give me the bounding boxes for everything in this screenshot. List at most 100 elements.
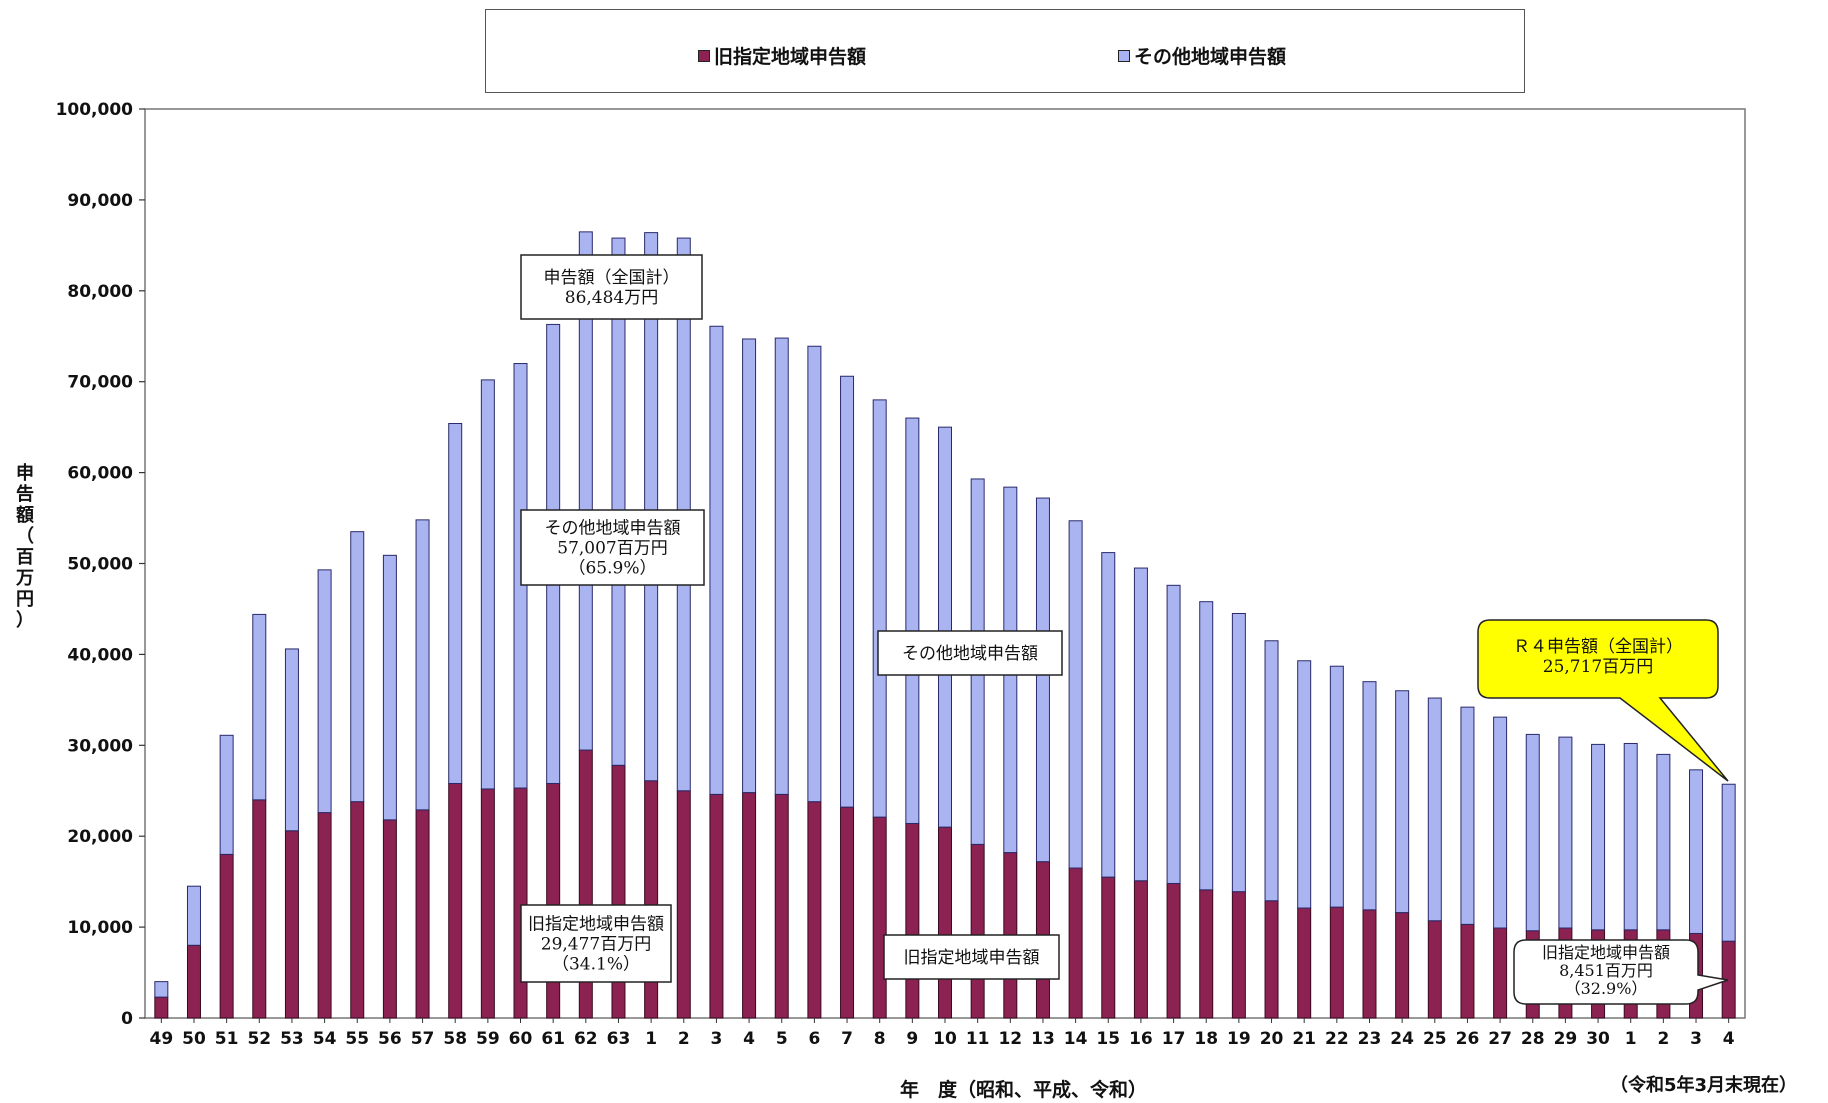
bar-other: [448, 423, 463, 784]
x-tick-label: 57: [411, 1029, 435, 1049]
x-tick-label: 59: [476, 1029, 500, 1049]
bar-other: [1035, 497, 1050, 863]
x-tick-label: 62: [574, 1029, 598, 1049]
x-tick-label: 58: [443, 1029, 467, 1049]
x-tick-label: 9: [906, 1029, 918, 1049]
bar-designated: [284, 830, 299, 1019]
bar-other: [382, 554, 397, 821]
annotation-text: 29,477百万円: [541, 935, 651, 955]
annotation-text: 旧指定地域申告額: [1542, 943, 1670, 962]
bar-designated: [219, 853, 234, 1019]
x-tick-label: 1: [645, 1029, 657, 1049]
y-tick-label: 30,000: [67, 736, 133, 756]
bar-other: [1721, 783, 1736, 942]
bar-other: [1231, 612, 1246, 893]
bar-designated: [807, 801, 822, 1019]
annotation-text: （32.9%）: [1565, 979, 1648, 998]
annotation-text: その他地域申告額: [545, 519, 681, 539]
bar-designated: [1231, 891, 1246, 1019]
bar-other: [480, 379, 495, 790]
y-tick-label: 90,000: [67, 191, 133, 211]
bar-designated: [317, 812, 332, 1019]
x-tick-label: 55: [345, 1029, 369, 1049]
legend-item-designated: 旧指定地域申告額: [698, 42, 866, 69]
x-tick-label: 11: [966, 1029, 990, 1049]
bar-designated: [546, 782, 561, 1019]
x-tick-label: 24: [1390, 1029, 1414, 1049]
x-axis-title: 年 度（昭和、平成、令和）: [900, 1079, 1148, 1101]
x-tick-label: 17: [1162, 1029, 1186, 1049]
bar-other: [709, 325, 724, 795]
x-tick-label: 4: [1723, 1029, 1735, 1049]
bar-other: [1623, 742, 1638, 931]
x-tick-label: 51: [215, 1029, 239, 1049]
bar-other: [1101, 552, 1116, 878]
x-tick-label: 50: [182, 1029, 206, 1049]
annotation-text: 申告額（全国計）: [544, 268, 680, 288]
annotation-text: （34.1%）: [552, 955, 640, 975]
bar-designated: [1329, 906, 1344, 1019]
x-tick-label: 13: [1031, 1029, 1055, 1049]
bar-designated: [1166, 882, 1181, 1019]
x-tick-label: 14: [1064, 1029, 1088, 1049]
x-tick-label: 22: [1325, 1029, 1349, 1049]
x-tick-label: 27: [1488, 1029, 1512, 1049]
x-tick-label: 2: [678, 1029, 690, 1049]
x-tick-label: 23: [1358, 1029, 1382, 1049]
bar-designated: [938, 826, 952, 1019]
bar-other: [1133, 567, 1148, 882]
annotation-text: 旧指定地域申告額: [904, 948, 1040, 968]
y-tick-label: 0: [121, 1009, 133, 1029]
bar-designated: [252, 799, 267, 1019]
x-tick-label: 21: [1292, 1029, 1316, 1049]
bar-other: [1068, 520, 1083, 869]
bar-designated: [1395, 912, 1410, 1019]
x-tick-label: 54: [313, 1029, 337, 1049]
bar-other: [1395, 690, 1410, 914]
bar-other: [186, 885, 201, 946]
annotation-text: Ｒ４申告額（全国計）: [1513, 637, 1683, 657]
x-tick-label: 2: [1657, 1029, 1669, 1049]
legend-label-designated: 旧指定地域申告額: [714, 46, 867, 68]
bar-designated: [905, 822, 920, 1019]
x-tick-label: 53: [280, 1029, 304, 1049]
bar-other: [872, 399, 887, 818]
bar-other: [252, 613, 267, 801]
bar-designated: [382, 819, 397, 1019]
bar-designated: [1101, 876, 1116, 1019]
designated-series-label: 旧指定地域申告額: [883, 934, 1060, 980]
bar-other: [1329, 665, 1344, 908]
y-tick-label: 40,000: [67, 645, 133, 665]
bar-other: [1493, 716, 1508, 929]
annotation-text: 25,717百万円: [1543, 657, 1653, 677]
bar-other: [284, 648, 299, 832]
legend: 旧指定地域申告額 その他地域申告額: [485, 9, 1525, 93]
y-axis-title: 申告額（百万円）: [16, 463, 34, 631]
x-tick-label: 3: [711, 1029, 723, 1049]
x-tick-label: 60: [509, 1029, 533, 1049]
y-tick-label: 20,000: [67, 827, 133, 847]
bar-other: [905, 417, 920, 824]
legend-swatch-other: [1118, 49, 1130, 62]
other-series-label: その他地域申告額: [877, 630, 1063, 676]
bar-designated: [513, 787, 528, 1019]
bar-other: [807, 345, 822, 803]
bar-other: [1460, 706, 1475, 925]
bar-designated: [840, 806, 855, 1019]
annotation-text: その他地域申告額: [902, 644, 1038, 664]
bar-other: [154, 981, 169, 998]
x-tick-label: 20: [1260, 1029, 1284, 1049]
peak-total-callout: 申告額（全国計）86,484万円: [520, 254, 703, 320]
legend-label-other: その他地域申告額: [1134, 46, 1287, 68]
bar-designated: [448, 782, 463, 1019]
annotation-text: 86,484万円: [565, 288, 658, 308]
bar-designated: [774, 793, 789, 1019]
bar-other: [1166, 584, 1181, 884]
bar-other: [1656, 753, 1671, 931]
bar-designated: [709, 793, 724, 1019]
y-tick-label: 10,000: [67, 918, 133, 938]
bar-other: [644, 232, 659, 782]
